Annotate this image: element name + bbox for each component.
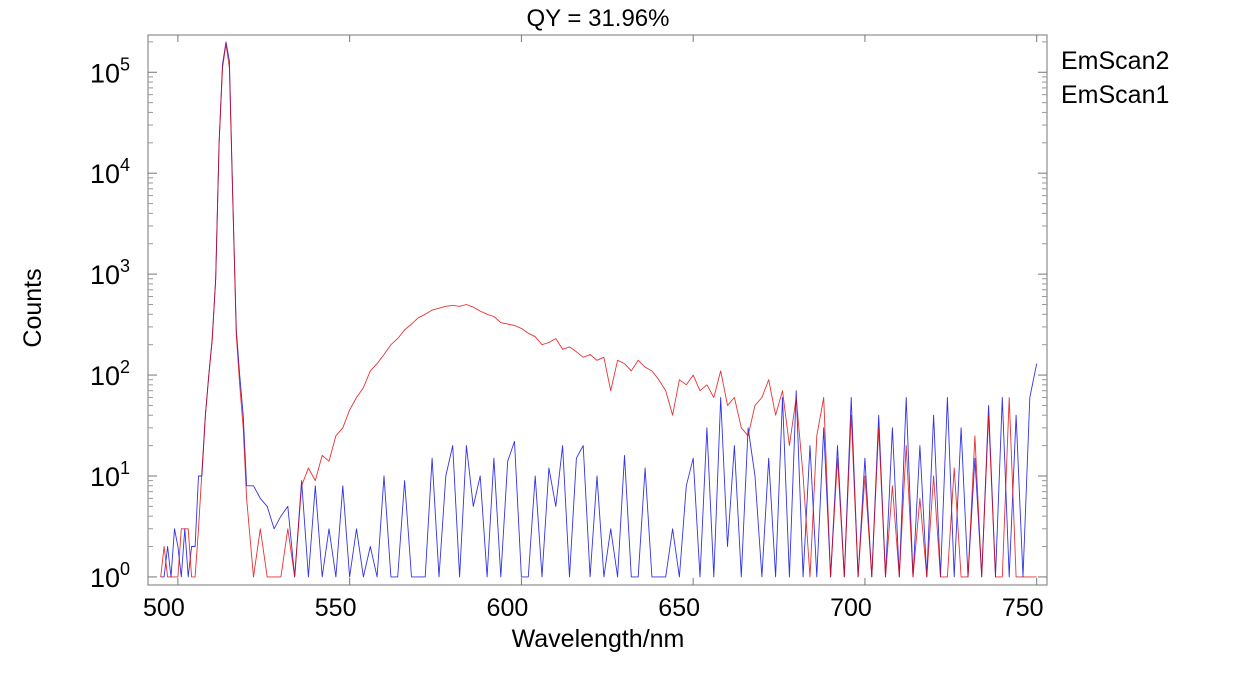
y-tick-exponent: 3 [120,256,130,276]
y-tick-exponent: 2 [120,357,130,377]
y-tick-base: 10 [90,260,120,290]
legend-entry-emscan2: EmScan2 [1061,47,1169,75]
y-tick-base: 10 [90,58,120,88]
x-axis-label: Wavelength/nm [512,625,685,653]
y-tick-label: 102 [90,357,130,391]
series-group [160,41,1038,578]
y-tick-exponent: 4 [120,155,130,175]
plot-frame [147,34,1048,586]
y-tick-base: 10 [90,361,120,391]
y-tick-label: 101 [90,458,130,492]
y-tick-label: 100 [90,559,130,593]
y-tick-label: 104 [90,155,130,189]
y-tick-base: 10 [90,563,120,593]
series-line-emscan2 [160,43,1037,578]
x-tick-label: 750 [1002,594,1044,622]
y-tick-exponent: 5 [120,54,130,74]
chart-title: QY = 31.96% [527,5,670,32]
y-tick-base: 10 [90,159,120,189]
x-tick-label: 650 [658,594,700,622]
x-tick-label: 500 [143,594,185,622]
series-line-emscan1 [160,41,1038,578]
y-tick-exponent: 0 [120,559,130,579]
legend-entry-emscan1: EmScan1 [1061,81,1169,109]
x-tick-label: 600 [487,594,529,622]
y-tick-exponent: 1 [120,458,130,478]
y-tick-label: 103 [90,256,130,290]
x-tick-label: 700 [830,594,872,622]
y-tick-label: 105 [90,54,130,88]
legend: EmScan2 EmScan1 [1061,47,1169,109]
y-axis-label: Counts [19,268,47,347]
y-tick-base: 10 [90,462,120,492]
x-tick-label: 550 [315,594,357,622]
